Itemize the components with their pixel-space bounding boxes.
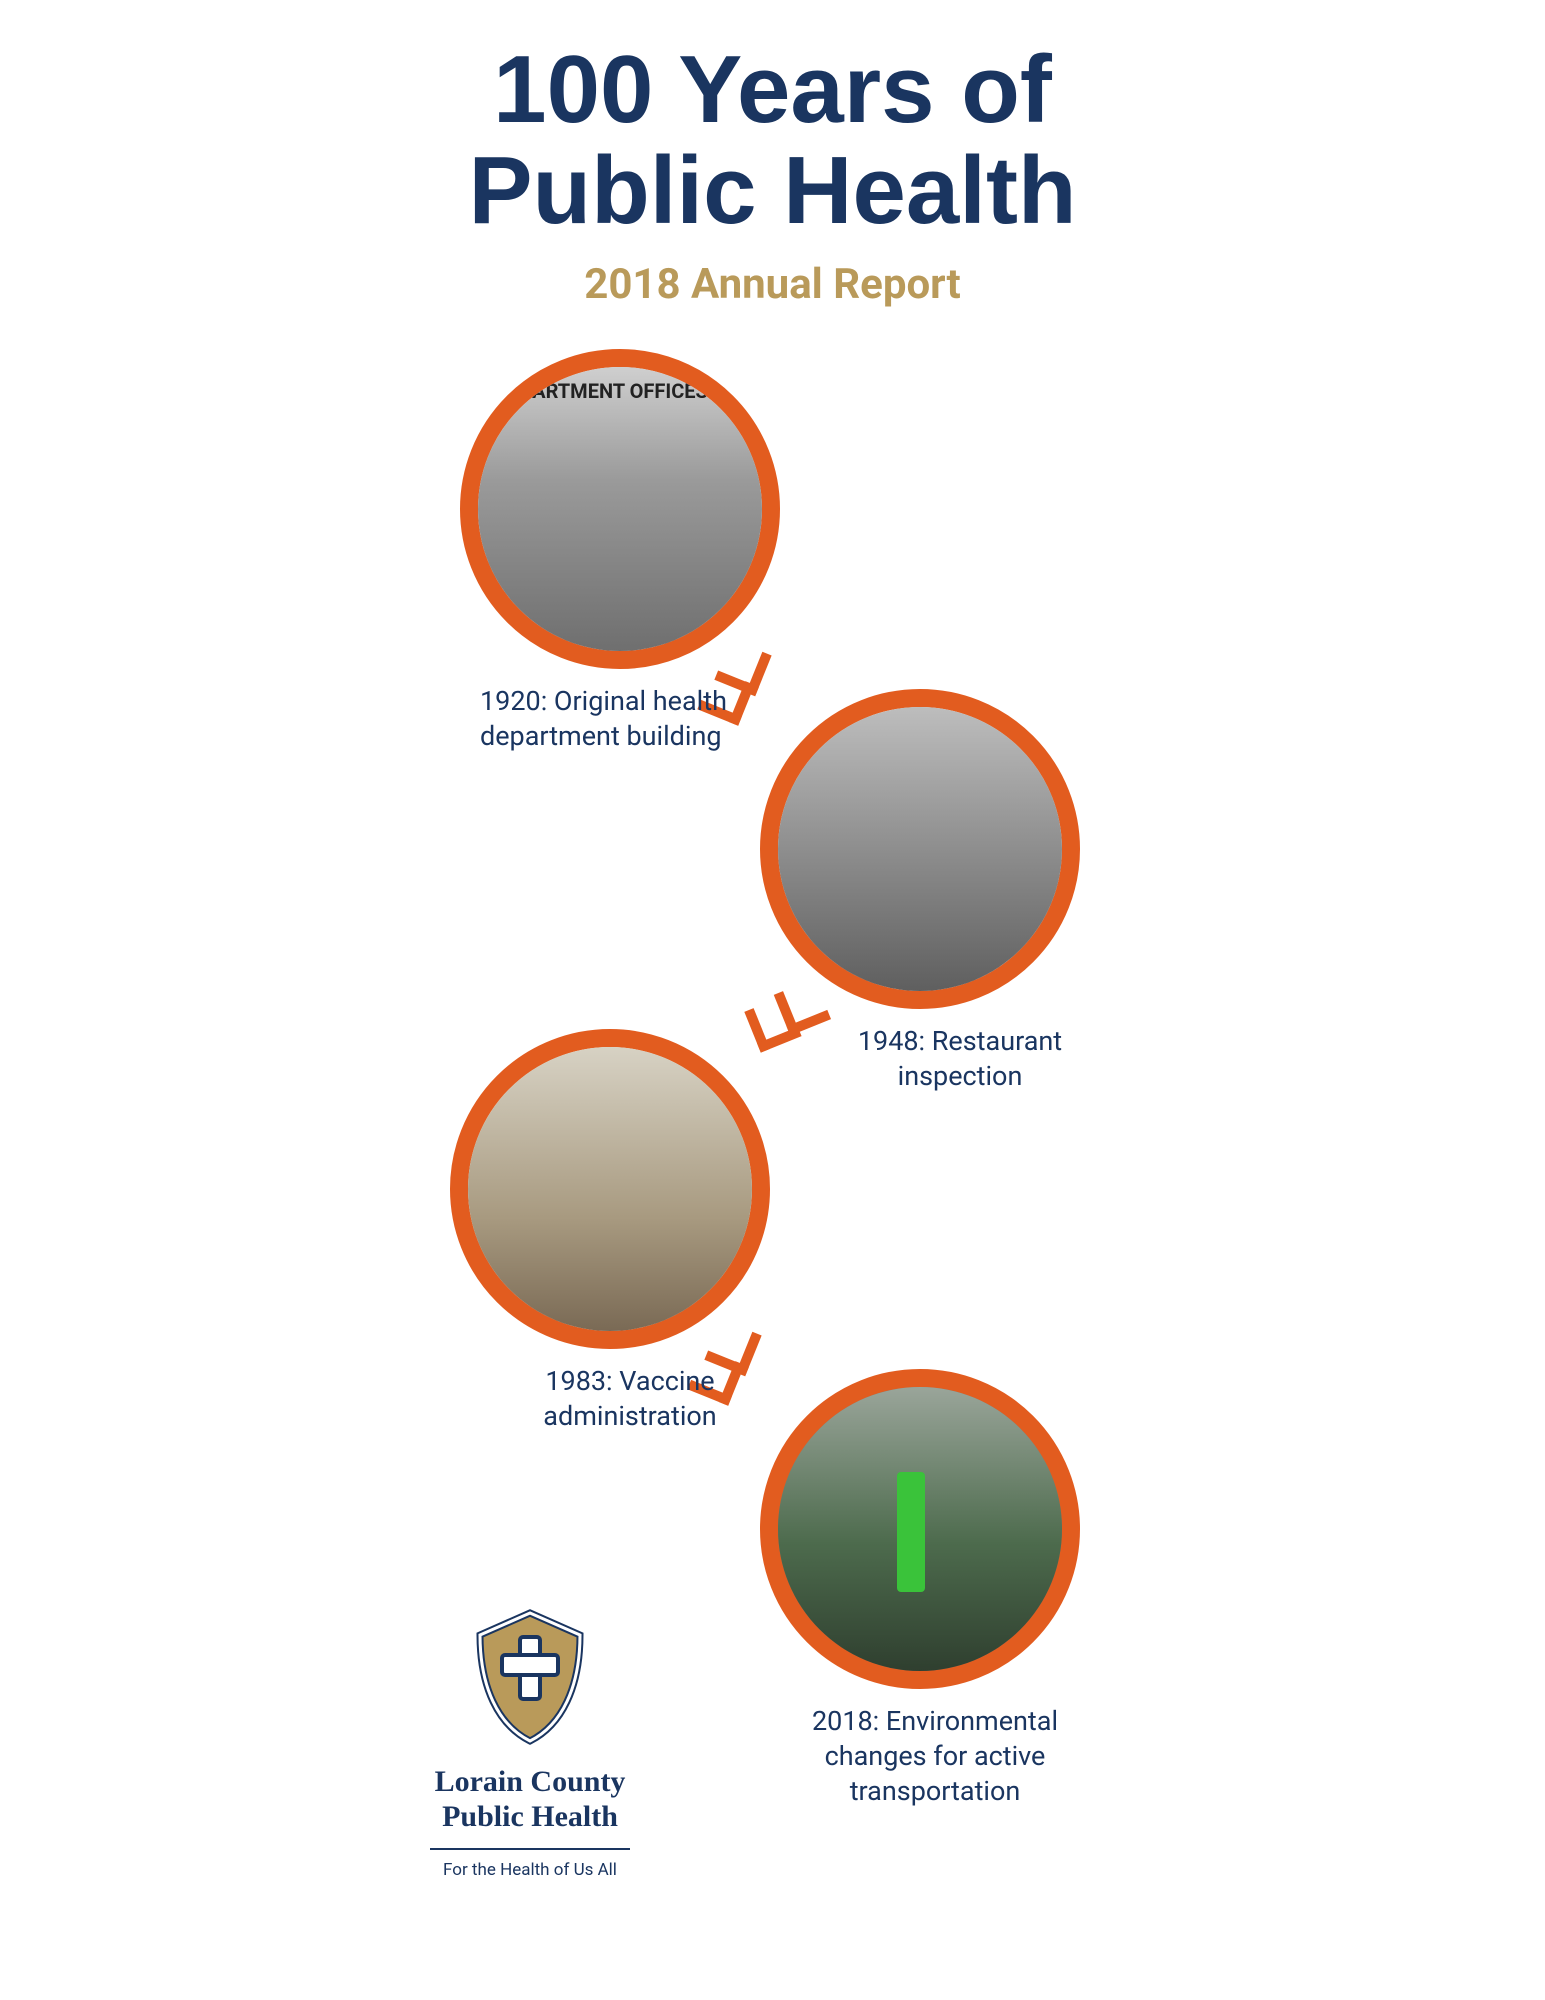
timeline-caption: 1948: Restaurant inspection bbox=[830, 1024, 1090, 1094]
building-photo-placeholder: ARTMENT OFFICES bbox=[478, 367, 762, 651]
org-name-line-1: Lorain County bbox=[435, 1765, 626, 1798]
org-tagline: For the Health of Us All bbox=[360, 1860, 700, 1880]
divider bbox=[430, 1848, 630, 1850]
timeline: ARTMENT OFFICES 1920: Original health de… bbox=[0, 349, 1545, 1749]
timeline-photo-1920: ARTMENT OFFICES bbox=[460, 349, 780, 669]
header: 100 Years of Public Health 2018 Annual R… bbox=[0, 0, 1545, 309]
photo-overlay-text: ARTMENT OFFICES bbox=[532, 379, 708, 403]
street-photo-placeholder bbox=[778, 1387, 1062, 1671]
subtitle: 2018 Annual Report bbox=[0, 260, 1545, 309]
org-logo bbox=[470, 1607, 590, 1747]
timeline-photo-1948 bbox=[760, 689, 1080, 1009]
title-line-1: 100 Years of bbox=[493, 36, 1052, 143]
vaccine-photo-placeholder bbox=[468, 1047, 752, 1331]
timeline-caption: 2018: Environmental changes for active t… bbox=[785, 1704, 1085, 1809]
timeline-caption: 1920: Original health department buildin… bbox=[480, 684, 780, 754]
timeline-node-2018: 2018: Environmental changes for active t… bbox=[760, 1369, 1080, 1689]
title-line-2: Public Health bbox=[468, 137, 1076, 244]
footer: Lorain County Public Health For the Heal… bbox=[360, 1607, 700, 1880]
timeline-node-1948: 1948: Restaurant inspection bbox=[760, 689, 1080, 1009]
org-name: Lorain County Public Health bbox=[360, 1765, 700, 1834]
timeline-node-1920: ARTMENT OFFICES 1920: Original health de… bbox=[460, 349, 780, 669]
inspection-photo-placeholder bbox=[778, 707, 1062, 991]
timeline-photo-1983 bbox=[450, 1029, 770, 1349]
org-name-line-2: Public Health bbox=[442, 1800, 618, 1833]
timeline-photo-2018 bbox=[760, 1369, 1080, 1689]
timeline-caption: 1983: Vaccine administration bbox=[510, 1364, 750, 1434]
page-title: 100 Years of Public Health bbox=[0, 40, 1545, 242]
timeline-node-1983: 1983: Vaccine administration bbox=[450, 1029, 770, 1349]
